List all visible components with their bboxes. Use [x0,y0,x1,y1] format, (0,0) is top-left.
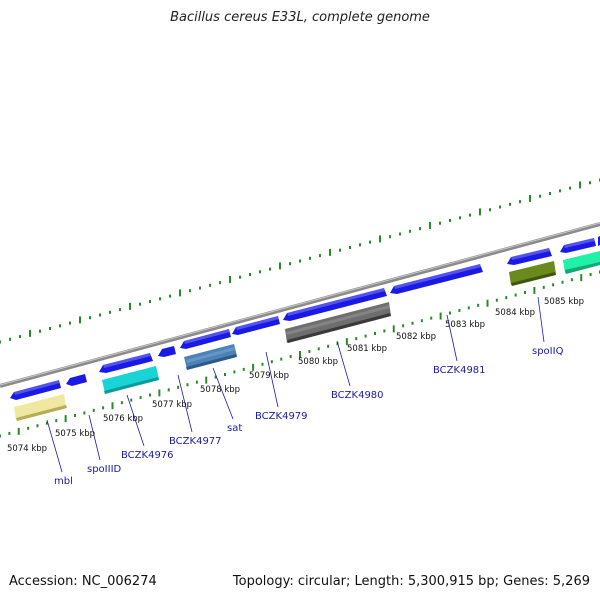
gene-label[interactable]: BCZK4976 [121,450,174,461]
genome-backbone [0,222,600,388]
gene-label[interactable]: BCZK4981 [433,365,486,376]
kbp-label: 5075 kbp [55,429,95,439]
gene-label-leader [537,296,545,343]
gene-feature[interactable] [158,346,176,357]
gene-label[interactable]: BCZK4980 [331,390,384,401]
gene-feature[interactable] [66,374,87,386]
gene-label-leader [88,414,101,461]
gene-label-leader [336,340,351,387]
gene-label[interactable]: mbl [54,476,73,487]
gene-label[interactable]: spoIIQ [532,346,564,357]
gene-feature[interactable] [283,288,387,321]
gene-label[interactable]: BCZK4979 [255,411,308,422]
kbp-label: 5080 kbp [298,357,338,367]
feature-cyan[interactable] [102,366,159,393]
gene-feature[interactable] [507,248,552,265]
gene-feature[interactable] [180,329,231,349]
gene-label-leader [177,374,193,433]
feature-pale-yellow[interactable] [14,394,66,420]
kbp-label: 5081 kbp [347,344,387,354]
gene-label[interactable]: BCZK4977 [169,436,222,447]
kbp-scale-labels: 5074 kbp 5075 kbp 5076 kbp 5077 kbp 5078 kbp… [7,297,584,454]
gene-feature[interactable] [232,316,280,335]
kbp-label: 5079 kbp [249,371,289,381]
gene-label-leader [212,367,234,420]
inner-tick-ring [0,270,600,438]
rna-and-other-features [14,251,600,421]
gene-feature[interactable] [560,238,596,253]
forward-strand-features [10,236,600,400]
gene-label-leader [126,394,145,447]
accession-text: Accession: NC_006274 [9,574,157,589]
kbp-label: 5076 kbp [103,414,143,424]
gene-feature[interactable] [390,264,483,294]
genome-summary-text: Topology: circular; Length: 5,300,915 bp… [232,574,590,589]
gene-label[interactable]: spoIIID [87,464,122,475]
gene-label-leader [265,351,279,408]
outer-tick-ring [0,178,600,344]
map-title: Bacillus cereus E33L, complete genome [170,10,430,25]
gene-label[interactable]: sat [227,423,242,434]
gene-label-leader [46,419,63,473]
kbp-label: 5077 kbp [152,400,192,410]
kbp-label: 5085 kbp [544,297,584,307]
kbp-label: 5078 kbp [200,385,240,395]
feature-spring-green[interactable] [563,251,600,273]
feature-olive[interactable] [509,261,556,285]
kbp-label: 5083 kbp [445,320,485,330]
gene-labels: mbl spoIIID BCZK4976 BCZK4977 sat BCZK4979 BCZ… [46,296,564,487]
kbp-label: 5084 kbp [495,308,535,318]
gene-label-leader [446,314,458,362]
gene-feature[interactable] [10,380,61,400]
gene-feature[interactable] [99,353,153,373]
kbp-label: 5082 kbp [396,332,436,342]
kbp-label: 5074 kbp [7,444,47,454]
